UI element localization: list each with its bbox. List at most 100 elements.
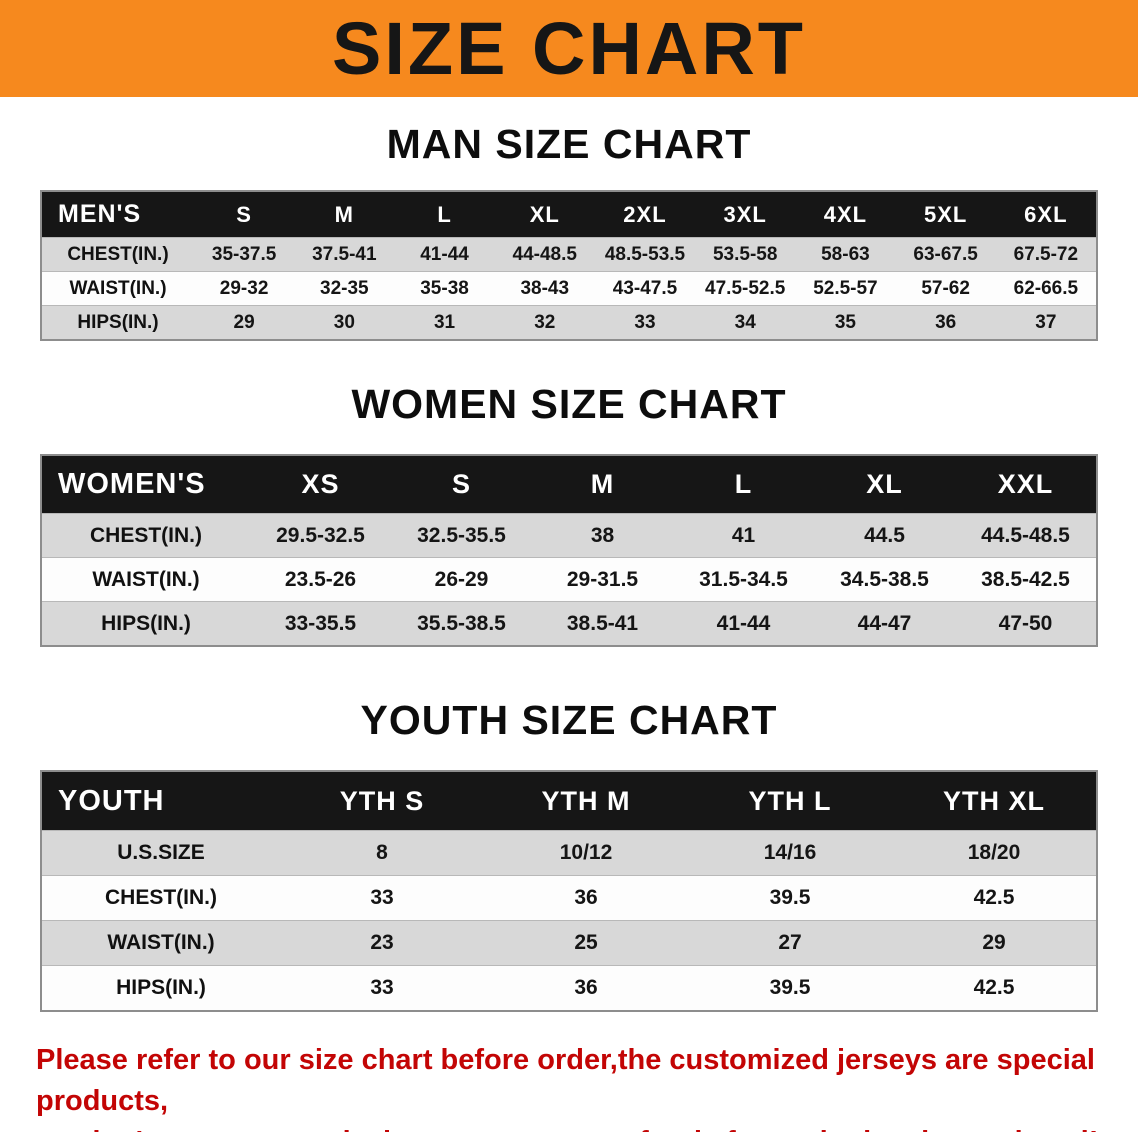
size-value: 29-32 (219, 277, 269, 299)
size-value: 31 (433, 311, 456, 333)
size-column-header: XL (866, 469, 903, 499)
size-value: 26-29 (434, 567, 489, 591)
size-value: 38.5-42.5 (981, 567, 1070, 591)
table-row: CHEST(IN.) 35-37.5 37.5-41 41-44 44-48.5 48.5… (42, 237, 1096, 271)
table-row: CHEST(IN.) 33 36 39.5 42.5 (42, 875, 1096, 920)
table-header-row: WOMEN'S XS S M L XL XXL (42, 456, 1096, 513)
size-value: 36 (574, 886, 598, 909)
size-value: 29 (233, 311, 255, 333)
disclaimer-line-1: Please refer to our size chart before or… (36, 1044, 1095, 1118)
size-value: 41 (731, 523, 756, 547)
size-value: 43-47.5 (612, 277, 678, 299)
size-column-header: YTH S (339, 785, 425, 816)
size-chart-banner: SIZE CHART (0, 0, 1138, 97)
measurement-row-label: HIPS(IN.) (77, 311, 159, 333)
size-value: 37.5-41 (312, 243, 377, 265)
size-value: 35.5-38.5 (417, 611, 506, 635)
size-value: 36 (935, 311, 957, 333)
size-value: 33 (370, 976, 394, 999)
size-value: 47.5-52.5 (705, 277, 786, 299)
size-column-header: S (451, 469, 471, 499)
size-column-header: M (590, 469, 615, 499)
size-value: 32 (534, 311, 556, 333)
measurement-row-label: WAIST(IN.) (92, 567, 200, 591)
size-value: 27 (778, 931, 802, 954)
size-value: 44.5-48.5 (981, 523, 1070, 547)
size-value: 47-50 (998, 611, 1053, 635)
table-header-row: MEN'S S M L XL 2XL 3XL 4XL 5XL 6XL (42, 192, 1096, 237)
size-value: 34.5-38.5 (840, 567, 929, 591)
size-column-header: M (334, 201, 354, 227)
size-column-header: 5XL (923, 201, 968, 227)
size-column-header: XL (529, 201, 560, 227)
table-corner-label: MEN'S (58, 200, 142, 228)
size-column-header: S (236, 201, 252, 227)
measurement-row-label: CHEST(IN.) (67, 243, 169, 265)
size-value: 25 (574, 931, 598, 954)
table-corner-label: YOUTH (58, 784, 165, 817)
size-value: 62-66.5 (1013, 277, 1079, 299)
size-value: 32.5-35.5 (417, 523, 506, 547)
size-value: 58-63 (821, 243, 870, 265)
size-column-header: L (734, 469, 753, 499)
size-column-header: XXL (997, 469, 1054, 499)
disclaimer-text: Please refer to our size chart before or… (36, 1040, 1112, 1132)
size-value: 37 (1035, 311, 1057, 333)
size-value: 33 (634, 311, 656, 333)
size-value: 35-38 (420, 277, 469, 299)
size-value: 38-43 (520, 277, 570, 299)
size-value: 42.5 (973, 976, 1015, 999)
size-column-header: L (437, 201, 452, 227)
size-value: 38 (590, 523, 615, 547)
size-value: 67.5-72 (1013, 243, 1079, 265)
measurement-row-label: CHEST(IN.) (90, 523, 202, 547)
men-chart-heading: MAN SIZE CHART (386, 121, 752, 167)
measurement-row-label: U.S.SIZE (117, 841, 205, 864)
size-value: 30 (333, 311, 355, 333)
size-value: 8 (376, 841, 388, 864)
men-size-table: MEN'S S M L XL 2XL 3XL 4XL 5XL 6XL CHEST(IN.) 35-37… (40, 190, 1098, 341)
size-column-header: 4XL (823, 201, 868, 227)
women-chart-heading: WOMEN SIZE CHART (351, 381, 787, 427)
size-value: 23.5-26 (284, 567, 357, 591)
size-value: 36 (574, 976, 598, 999)
size-column-header: 2XL (623, 201, 667, 227)
size-value: 29.5-32.5 (276, 523, 365, 547)
size-value: 35 (834, 311, 856, 333)
size-value: 48.5-53.5 (604, 243, 686, 265)
banner-title: SIZE CHART (332, 6, 806, 90)
measurement-row-label: HIPS(IN.) (101, 611, 191, 635)
youth-chart-heading: YOUTH SIZE CHART (360, 697, 778, 743)
size-value: 52.5-57 (813, 277, 878, 299)
size-column-header: YTH M (541, 785, 631, 816)
size-value: 34 (734, 311, 756, 333)
size-value: 63-67.5 (913, 243, 978, 265)
table-row: WAIST(IN.) 29-32 32-35 35-38 38-43 43-47.5 47.… (42, 271, 1096, 305)
disclaimer-line-2: we don't accept cancel, change, teturn o… (36, 1122, 1112, 1132)
size-column-header: 3XL (723, 201, 767, 227)
table-row: CHEST(IN.) 29.5-32.5 32.5-35.5 38 41 44.5 44.5… (42, 513, 1096, 557)
size-value: 44.5 (864, 523, 905, 547)
size-value: 41-44 (716, 611, 771, 635)
size-column-header: YTH L (748, 785, 832, 816)
table-row: WAIST(IN.) 23.5-26 26-29 29-31.5 31.5-34.5 34… (42, 557, 1096, 601)
table-row: WAIST(IN.) 23 25 27 29 (42, 920, 1096, 965)
size-column-header: YTH XL (942, 785, 1045, 816)
size-value: 14/16 (763, 841, 817, 864)
size-value: 23 (370, 931, 394, 954)
size-column-header: 6XL (1024, 201, 1068, 227)
size-value: 29 (982, 931, 1006, 954)
size-value: 31.5-34.5 (699, 567, 788, 591)
size-value: 32-35 (320, 277, 369, 299)
size-value: 10/12 (559, 841, 613, 864)
table-row: U.S.SIZE 8 10/12 14/16 18/20 (42, 830, 1096, 875)
size-column-header: XS (301, 469, 340, 499)
size-value: 44-48.5 (512, 243, 577, 265)
size-value: 35-37.5 (211, 243, 277, 265)
size-value: 41-44 (420, 243, 469, 265)
size-value: 44-47 (857, 611, 912, 635)
size-value: 29-31.5 (566, 567, 639, 591)
size-value: 53.5-58 (712, 243, 778, 265)
measurement-row-label: CHEST(IN.) (105, 886, 217, 909)
